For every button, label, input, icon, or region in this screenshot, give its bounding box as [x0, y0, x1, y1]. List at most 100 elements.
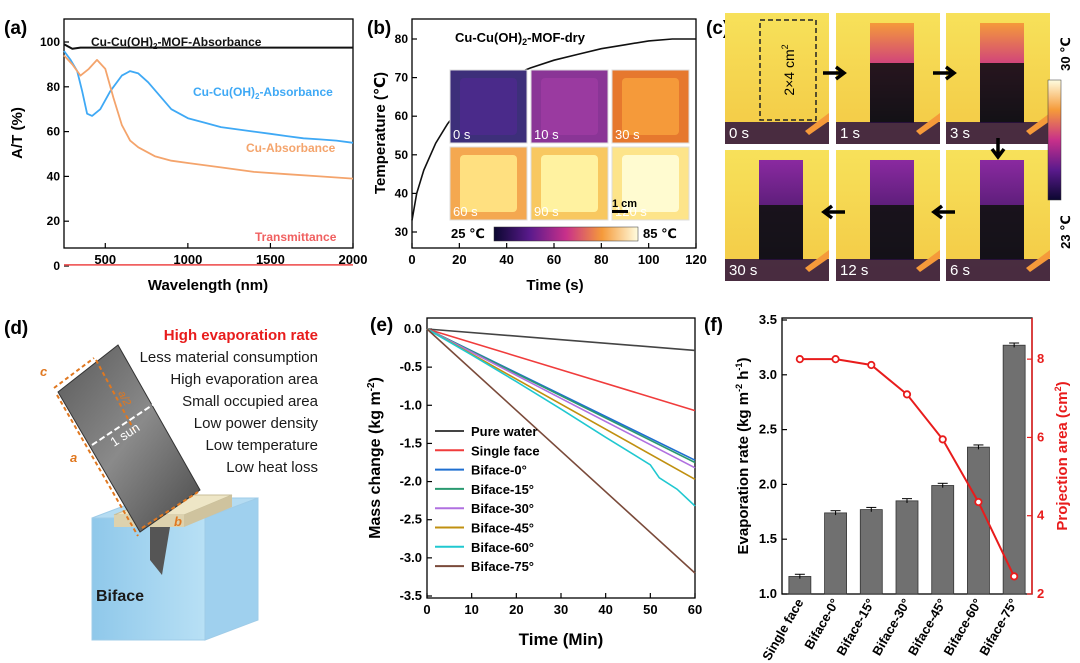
f-category-label: Biface-0° [801, 596, 842, 652]
b-thermal-sample [541, 155, 598, 212]
panel-a-ticks: 500 1000 1500 2000 0 20 40 60 80 100 [40, 35, 367, 273]
e-ytick-label: -2.5 [400, 512, 422, 527]
b-ylabel: Temperature (℃) [372, 72, 389, 194]
b-xtick-label: 100 [638, 252, 660, 267]
b-xtick-label: 120 [685, 252, 707, 267]
f-bar [1002, 344, 1026, 595]
f-y2tick-label: 8 [1037, 351, 1044, 366]
f-y2tick-label: 6 [1037, 429, 1044, 444]
panel-b-ticks: 0 20 40 60 80 100 120 30 40 50 60 70 80 [395, 32, 707, 267]
b-scale-label: 1 cm [612, 198, 637, 210]
e-xtick-label: 50 [643, 602, 657, 617]
c-stage [725, 259, 829, 281]
f-projection-point [831, 355, 840, 364]
e-legend-label: Single face [471, 443, 540, 458]
c-sample-base [870, 205, 914, 260]
d-foam-side [184, 495, 232, 527]
panel-e-series [426, 328, 696, 574]
b-ytick-label: 70 [395, 71, 409, 85]
c-holder [1026, 113, 1050, 135]
d-sun-line [91, 399, 161, 446]
c-stage [836, 259, 940, 281]
c-sample-base [870, 63, 914, 123]
b-ytick-label: 40 [395, 186, 409, 200]
panel-e-plot-frame [426, 317, 696, 599]
e-xtick-label: 60 [688, 602, 702, 617]
c-sample-base [759, 205, 803, 260]
d-dim-a-line [56, 394, 139, 537]
b-thermal-time: 0 s [453, 127, 471, 142]
a-ytick-label: 100 [40, 35, 60, 49]
panel-a: (a) 500 1000 1500 2000 0 20 40 60 80 100 Cu-Cu(OH… [4, 18, 367, 294]
b-thermal-time: 10 s [534, 127, 559, 142]
c-arrow-left-1 [931, 204, 955, 220]
e-xtick-label: 40 [598, 602, 612, 617]
b-colorbar-max: 85 ℃ [643, 226, 677, 241]
e-ytick-label: -2.0 [400, 474, 422, 489]
c-holder [805, 113, 829, 135]
b-xtick-label: 20 [452, 252, 466, 267]
panel-a-plot-frame [63, 18, 354, 249]
e-xtick-label: 0 [423, 602, 430, 617]
e-ytick-label: -3.5 [400, 588, 422, 603]
e-series-line [426, 328, 696, 412]
e-legend-label: Biface-60° [471, 540, 534, 555]
c-holder [916, 113, 940, 135]
e-ytick-label: 0.0 [404, 321, 422, 336]
d-dim-a: a [70, 450, 77, 465]
f-ytick-label: 3.0 [759, 367, 777, 382]
c-frame-time: 12 s [840, 262, 868, 279]
d-dim-b: b [174, 514, 182, 529]
b-xtick-label: 0 [408, 252, 415, 267]
b-thermal-time: 30 s [615, 127, 640, 142]
e-legend-label: Biface-30° [471, 501, 534, 516]
panel-f: (f) 1.0 1.5 2.0 2.5 3.0 3.5 2 4 6 8 Single faceBi… [704, 312, 1071, 663]
a-ytick-label: 80 [47, 80, 61, 94]
panel-f-categories: Single faceBiface-0°Biface-15°Biface-30°… [759, 596, 1021, 663]
c-arrow-right-2 [933, 65, 957, 81]
panel-a-label: (a) [4, 18, 27, 39]
a-legend-cu: Cu-Absorbance [246, 141, 336, 155]
b-xtick-label: 40 [499, 252, 513, 267]
panel-c-label: (c) [706, 18, 729, 39]
b-xtick-label: 60 [547, 252, 561, 267]
panel-e: (e) 0 10 20 30 40 50 60 0.0 -0.5 -1.0 -1.5 -2.0 -2.5… [366, 315, 702, 649]
f-bar [824, 512, 847, 595]
b-thermal-sample [622, 78, 679, 135]
a-ylabel: A/T (%) [9, 107, 26, 159]
e-ytick-label: -0.5 [400, 359, 422, 374]
f-ylabel: Evaporation rate (kg m-2 h-1) [734, 358, 752, 555]
d-membrane [57, 344, 201, 533]
b-thermal-sample [460, 155, 517, 212]
d-feature: High evaporation area [170, 371, 318, 388]
e-ytick-label: -1.0 [400, 397, 422, 412]
e-legend-label: Biface-0° [471, 463, 527, 478]
e-legend-label: Biface-75° [471, 559, 534, 574]
d-feature-list: High evaporation rate Less material consu… [140, 327, 319, 476]
b-colorbar [493, 226, 639, 242]
panel-f-ticks: 1.0 1.5 2.0 2.5 3.0 3.5 2 4 6 8 [759, 312, 1045, 601]
panel-f-label: (f) [704, 315, 723, 336]
d-feature: Low heat loss [226, 459, 318, 476]
b-thermal-sample [622, 155, 679, 212]
c-sample-base [980, 205, 1024, 260]
panel-e-ticks: 0 10 20 30 40 50 60 0.0 -0.5 -1.0 -1.5 -2.0 -2.5 -3.0… [400, 321, 703, 617]
c-frame-time: 30 s [729, 262, 757, 279]
a-xtick-label: 2000 [339, 252, 368, 267]
panel-f-bars [788, 342, 1026, 595]
f-ytick-label: 1.0 [759, 586, 777, 601]
f-ytick-label: 3.5 [759, 312, 777, 327]
d-tank-side [204, 497, 259, 641]
e-ylabel: Mass change (kg m-2) [366, 377, 384, 539]
a-ytick-label: 40 [47, 169, 61, 183]
f-bar [895, 500, 919, 595]
f-projection-point [902, 390, 912, 399]
e-ytick-label: -1.5 [400, 435, 422, 450]
b-ytick-label: 30 [395, 225, 409, 239]
c-arrow-right-1 [823, 65, 847, 81]
b-ytick-label: 80 [395, 32, 409, 46]
e-legend-label: Pure water [471, 424, 537, 439]
a-xtick-label: 1000 [173, 252, 202, 267]
panel-c: (c) 0 s 1 s 3 s 6 s 12 s 30 s 2×4 cm2 30 ℃ 23… [706, 13, 1073, 281]
